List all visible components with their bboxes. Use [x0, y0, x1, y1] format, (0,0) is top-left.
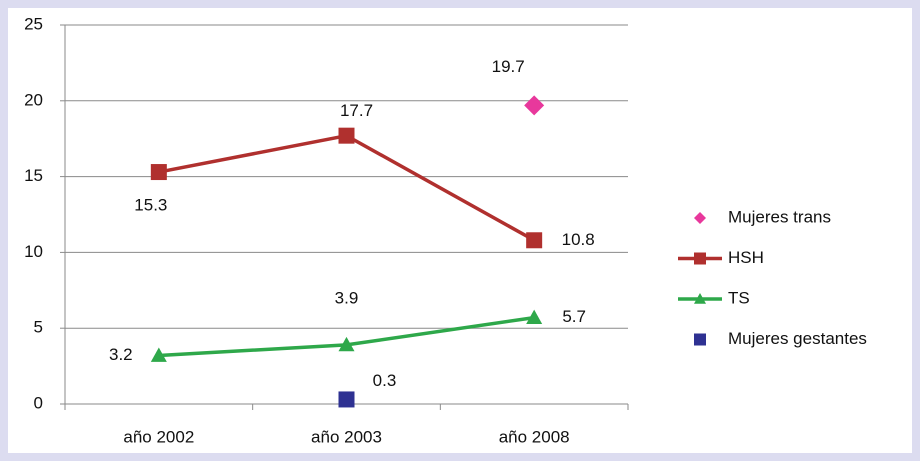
legend-label: Mujeres gestantes — [728, 329, 867, 348]
x-tick-label: año 2002 — [123, 427, 194, 446]
legend-label: Mujeres trans — [728, 207, 831, 226]
legend-marker — [694, 252, 706, 265]
data-label: 0.3 — [373, 371, 397, 390]
y-tick-label: 25 — [24, 14, 43, 33]
data-point — [524, 95, 545, 116]
data-label: 3.9 — [335, 288, 359, 307]
legend-label: TS — [728, 288, 750, 307]
data-label: 19.7 — [492, 57, 525, 76]
data-label: 15.3 — [134, 196, 167, 215]
legend-marker — [694, 293, 706, 304]
legend-marker — [694, 333, 706, 346]
data-point — [150, 164, 167, 181]
data-point — [338, 127, 355, 144]
y-tick-label: 5 — [34, 318, 43, 337]
y-tick-label: 10 — [24, 242, 43, 261]
data-label: 17.7 — [340, 101, 373, 120]
data-point — [150, 347, 167, 362]
y-tick-label: 15 — [24, 166, 43, 185]
y-tick-label: 0 — [34, 393, 43, 412]
data-label: 5.7 — [562, 307, 586, 326]
chart-background — [8, 8, 912, 453]
data-point — [526, 309, 543, 324]
legend-label: HSH — [728, 248, 764, 267]
x-tick-label: año 2008 — [499, 427, 570, 446]
y-tick-label: 20 — [24, 90, 43, 109]
data-label: 10.8 — [562, 230, 595, 249]
data-label: 3.2 — [109, 345, 133, 364]
legend-marker — [694, 212, 706, 224]
data-point — [338, 336, 355, 352]
data-point — [338, 391, 355, 408]
x-tick-label: año 2003 — [311, 427, 382, 446]
data-point — [526, 232, 543, 249]
